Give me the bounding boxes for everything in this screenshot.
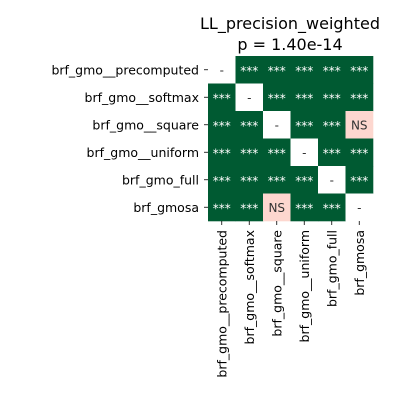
- heatmap-cell: [263, 56, 291, 84]
- heatmap-cell: [290, 111, 319, 139]
- heatmap-cell: [345, 83, 374, 112]
- heatmap-cell: [318, 138, 346, 167]
- heatmap-cell: [290, 56, 319, 84]
- heatmap-cell: [318, 56, 346, 84]
- heatmap-cell-label: ***: [240, 174, 258, 188]
- heatmap-cell: [235, 56, 264, 84]
- row-tick-label: brf_gmo__softmax: [85, 90, 199, 105]
- heatmap-cell-label: ***: [213, 91, 231, 105]
- column-tick-label: brf_gmo__uniform: [297, 230, 312, 342]
- chart-subtitle: p = 1.40e-14: [237, 35, 342, 54]
- heatmap-cell-label: ***: [323, 91, 341, 105]
- heatmap-cell-label: ***: [268, 146, 286, 160]
- row-tick-label: brf_gmo__precomputed: [51, 62, 199, 77]
- heatmap-cell-label: ***: [350, 64, 368, 78]
- heatmap-cell-label: -: [357, 201, 361, 215]
- heatmap-cell: [263, 138, 291, 167]
- heatmap-cell: [208, 56, 236, 84]
- heatmap-cell: [290, 138, 319, 167]
- heatmap-cell: [263, 111, 291, 139]
- heatmap-cell: [263, 193, 291, 222]
- heatmap-cell-label: ***: [350, 91, 368, 105]
- column-tick-label: brf_gmo__square: [269, 230, 284, 337]
- heatmap-cell: [208, 138, 236, 167]
- heatmap-cell-label: -: [275, 118, 279, 132]
- heatmap-cell-label: ***: [268, 174, 286, 188]
- column-tick-label: brf_gmo_full: [324, 230, 339, 307]
- heatmap-cell-label: ***: [323, 119, 341, 133]
- heatmap-cell-label: ***: [350, 146, 368, 160]
- heatmap-cell: [263, 166, 291, 194]
- heatmap-cell-label: ***: [240, 64, 258, 78]
- chart-title: LL_precision_weighted: [200, 14, 380, 34]
- heatmap-cell: [235, 83, 264, 112]
- heatmap-cell-label: ***: [213, 119, 231, 133]
- heatmap-cell: [235, 193, 264, 222]
- heatmap-cell-label: NS: [351, 118, 368, 132]
- heatmap-cell: [318, 111, 346, 139]
- heatmap-cell-label: ***: [323, 146, 341, 160]
- heatmap-cell: [318, 83, 346, 112]
- heatmap-cell: [208, 83, 236, 112]
- heatmap-cell-label: NS: [268, 201, 285, 215]
- heatmap-cell: [208, 166, 236, 194]
- heatmap-cell-label: ***: [268, 91, 286, 105]
- heatmap-cell-label: ***: [295, 119, 313, 133]
- column-tick-label: brf_gmo__precomputed: [214, 230, 229, 378]
- column-tick-label: brf_gmo__softmax: [242, 230, 257, 344]
- heatmap-cell-label: ***: [323, 64, 341, 78]
- heatmap-cell-label: ***: [213, 146, 231, 160]
- heatmap-cell-label: ***: [295, 201, 313, 215]
- heatmap-cell-label: ***: [295, 174, 313, 188]
- heatmap-cell-label: ***: [240, 119, 258, 133]
- row-tick-label: brf_gmo__uniform: [87, 145, 199, 160]
- heatmap-cell: [235, 166, 264, 194]
- heatmap-cell: [345, 111, 374, 139]
- heatmap-cell: [345, 138, 374, 167]
- heatmap-cell: [290, 83, 319, 112]
- column-tick-labels: brf_gmo__precomputed brf_gmo__softmax brf_…: [214, 221, 367, 378]
- heatmap-cell-label: ***: [240, 201, 258, 215]
- heatmap-cell-label: ***: [295, 91, 313, 105]
- heatmap-cell: [208, 193, 236, 222]
- heatmap-cell: [345, 166, 374, 194]
- heatmap-cell-label: -: [302, 146, 306, 160]
- heatmap-cells: - *** *** *** *** *** *** - *** *** *** *** *** *** - *…: [208, 56, 374, 222]
- heatmap-cell-label: ***: [295, 64, 313, 78]
- row-tick-label: brf_gmo_full: [122, 172, 199, 187]
- heatmap-cell: [318, 166, 346, 194]
- heatmap-cell-label: ***: [350, 174, 368, 188]
- row-tick-label: brf_gmosa: [133, 200, 199, 215]
- heatmap-cell-label: ***: [240, 146, 258, 160]
- heatmap-cell-label: ***: [213, 201, 231, 215]
- heatmap-cell: [235, 111, 264, 139]
- heatmap-cell: [318, 193, 346, 222]
- row-tick-labels: brf_gmo__precomputed brf_gmo__softmax brf_…: [51, 62, 208, 215]
- heatmap-cell: [208, 111, 236, 139]
- heatmap-cell: [235, 138, 264, 167]
- heatmap-cell: [290, 193, 319, 222]
- heatmap-cell-label: -: [330, 173, 334, 187]
- heatmap-cell: [345, 193, 374, 222]
- heatmap-cell: [263, 83, 291, 112]
- heatmap-cell: [345, 56, 374, 84]
- heatmap-cell: [290, 166, 319, 194]
- heatmap-cell-label: -: [247, 91, 251, 105]
- heatmap-cell-label: ***: [323, 201, 341, 215]
- row-tick-label: brf_gmo__square: [92, 117, 199, 132]
- heatmap-cell-label: -: [220, 63, 224, 77]
- column-tick-label: brf_gmosa: [352, 230, 367, 296]
- heatmap-cell-label: ***: [213, 174, 231, 188]
- heatmap-cell-label: ***: [268, 64, 286, 78]
